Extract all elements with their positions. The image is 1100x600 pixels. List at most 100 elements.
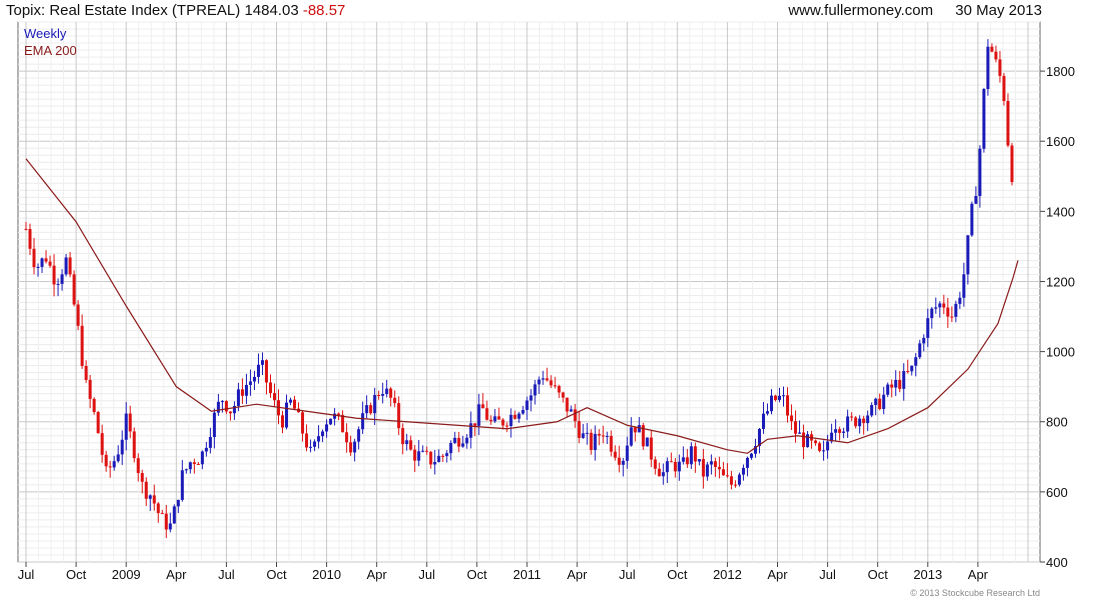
candle-down — [393, 397, 397, 404]
candle-up — [954, 303, 958, 317]
chart-title: Topix: Real Estate Index (TPREAL) 1484.0… — [6, 2, 345, 19]
x-tick-label: 2009 — [112, 567, 141, 582]
candle-up — [782, 395, 786, 397]
candle-up — [661, 472, 665, 477]
x-tick-label: Jul — [619, 567, 636, 582]
candle-up — [285, 402, 289, 428]
candle-down — [946, 307, 950, 317]
candle-up — [966, 235, 970, 275]
candle-down — [725, 475, 729, 477]
candle-up — [421, 450, 425, 452]
candle-down — [729, 476, 733, 485]
x-tick-label: Apr — [567, 567, 588, 582]
candle-down — [657, 468, 661, 477]
candle-up — [236, 389, 240, 406]
candle-up — [749, 453, 753, 458]
candle-down — [994, 51, 998, 60]
candle-down — [341, 415, 345, 433]
candle-down — [545, 378, 549, 381]
candle-down — [104, 454, 108, 467]
candle-down — [613, 451, 617, 458]
candle-up — [621, 460, 625, 465]
candle-down — [68, 257, 72, 275]
candle-up — [918, 343, 922, 358]
x-tick-label: Apr — [767, 567, 788, 582]
candle-down — [429, 451, 433, 465]
candle-up — [477, 404, 481, 426]
candle-down — [513, 414, 517, 419]
candle-down — [497, 416, 501, 420]
candle-up — [493, 416, 497, 422]
candle-up — [353, 441, 357, 453]
candle-up — [148, 495, 152, 499]
candle-up — [168, 523, 172, 530]
candle-down — [72, 274, 76, 305]
candle-down — [790, 415, 794, 422]
candle-up — [958, 297, 962, 304]
candle-down — [862, 418, 866, 424]
candle-down — [349, 442, 353, 453]
candle-up — [826, 441, 830, 451]
x-tick-label: 2010 — [312, 567, 341, 582]
candle-up — [745, 457, 749, 468]
candle-up — [629, 427, 633, 446]
candle-down — [84, 365, 88, 380]
candle-up — [333, 413, 337, 419]
candle-up — [381, 394, 385, 396]
candle-up — [593, 433, 597, 450]
candle-up — [637, 425, 641, 433]
candle-down — [878, 398, 882, 409]
candle-up — [974, 196, 978, 204]
candle-down — [301, 412, 305, 434]
candle-up — [645, 437, 649, 447]
candle-down — [589, 432, 593, 450]
candle-up — [405, 440, 409, 445]
candle-down — [577, 421, 581, 438]
candle-down — [1010, 145, 1014, 183]
candle-up — [437, 455, 441, 462]
candle-up — [830, 432, 834, 442]
candle-down — [32, 248, 36, 268]
candle-up — [757, 428, 761, 447]
candle-up — [313, 441, 317, 447]
candle-up — [765, 411, 769, 414]
x-tick-label: 2013 — [913, 567, 942, 582]
candle-up — [385, 388, 389, 395]
candle-down — [693, 446, 697, 462]
candle-down — [164, 513, 168, 530]
candle-down — [401, 428, 405, 445]
candle-up — [625, 445, 629, 461]
candle-up — [529, 395, 533, 401]
candle-up — [778, 395, 782, 400]
chart-header-right: www.fullermoney.com 30 May 2013 — [788, 2, 1042, 19]
candle-down — [641, 425, 645, 447]
candle-up — [902, 371, 906, 389]
candle-up — [204, 447, 208, 452]
candle-up — [417, 451, 421, 461]
candle-up — [124, 413, 128, 440]
x-tick-label: Oct — [868, 567, 889, 582]
candle-down — [501, 419, 505, 426]
candle-up — [982, 89, 986, 149]
candle-up — [894, 379, 898, 388]
y-tick-label: 400 — [1046, 555, 1068, 570]
candle-up — [986, 46, 990, 90]
candle-up — [172, 506, 176, 524]
candle-up — [56, 283, 60, 285]
y-tick-label: 1600 — [1046, 134, 1075, 149]
candle-down — [264, 360, 268, 383]
candle-down — [553, 385, 557, 387]
candle-up — [260, 360, 264, 365]
candle-up — [681, 457, 685, 462]
candle-up — [216, 401, 220, 413]
candle-down — [140, 473, 144, 482]
candle-down — [88, 379, 92, 399]
candle-up — [709, 461, 713, 465]
candle-down — [485, 408, 489, 420]
candle-up — [309, 446, 313, 448]
y-tick-label: 1400 — [1046, 204, 1075, 219]
candle-up — [365, 405, 369, 414]
candle-down — [898, 379, 902, 389]
site-link[interactable]: www.fullermoney.com — [788, 2, 934, 19]
